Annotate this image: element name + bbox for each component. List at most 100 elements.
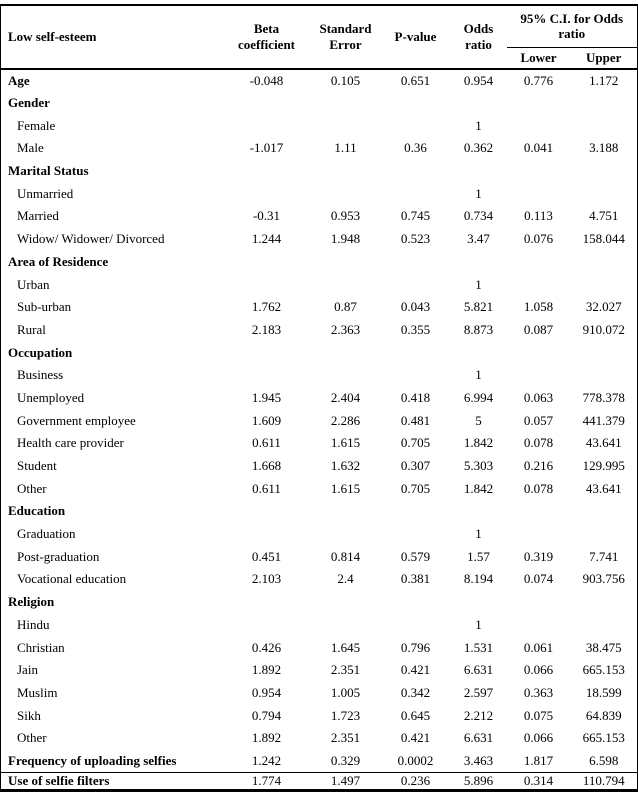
standard-error-cell: 1.497: [310, 771, 381, 791]
p-value-cell: 0.645: [400, 707, 431, 723]
ci-lower-cell: 0.076: [523, 231, 554, 247]
odds-ratio-cell: 3.47: [467, 231, 490, 247]
ci-lower-cell: 0.216: [523, 458, 554, 474]
ci-lower-cell: 0.113: [524, 208, 553, 224]
beta-coefficient-cell: -1.017: [249, 140, 284, 156]
table-row: Jain 1.892 2.351 0.421 6.631 0.066 665.153: [1, 659, 638, 682]
standard-error-cell: [311, 92, 381, 115]
ci-lower-cell: [507, 182, 571, 205]
row-label-cell: Urban: [17, 276, 50, 292]
odds-ratio-cell: 5: [475, 412, 482, 428]
p-value-cell: [381, 614, 451, 637]
table-row: Widow/ Widower/ Divorced 1.244 1.948 0.523 3…: [1, 228, 638, 251]
standard-error-cell: [311, 591, 381, 614]
standard-error-cell: 2.351: [330, 730, 361, 746]
ci-upper-cell: 778.378: [582, 389, 625, 405]
standard-error-cell: [311, 114, 381, 137]
odds-ratio-cell: 8.194: [463, 571, 494, 587]
ci-lower-cell: [507, 273, 571, 296]
column-header-beta-coefficient: Beta coefficient: [237, 21, 296, 52]
standard-error-cell: [311, 341, 381, 364]
standard-error-cell: 1.11: [334, 140, 357, 156]
row-label-cell: Muslim: [17, 684, 58, 700]
odds-ratio-cell: 2.597: [463, 684, 494, 700]
standard-error-cell: [311, 364, 381, 387]
table-row: Frequency of uploading selfies 1.242 0.329…: [1, 750, 638, 773]
ci-upper-cell: [571, 364, 638, 387]
standard-error-cell: 2.363: [330, 321, 361, 337]
table-row: Vocational education 2.103 2.4 0.381 8.194 0.…: [1, 568, 638, 591]
standard-error-cell: [311, 523, 381, 546]
p-value-cell: 0.0002: [397, 752, 434, 768]
table-row: Female 1: [1, 114, 638, 137]
row-label-cell: Other: [17, 480, 47, 496]
beta-coefficient-cell: 1.762: [251, 299, 282, 315]
row-label-cell: Vocational education: [17, 571, 127, 587]
beta-coefficient-cell: 0.611: [252, 435, 281, 451]
odds-ratio-cell: 5.821: [463, 299, 494, 315]
ci-lower-cell: [507, 523, 571, 546]
odds-ratio-cell: [451, 500, 507, 523]
odds-ratio-cell: 1: [475, 117, 482, 133]
row-label-cell: Unemployed: [17, 389, 85, 405]
table-row: Married -0.31 0.953 0.745 0.734 0.113 4.751: [1, 205, 638, 228]
row-label-cell: Post-graduation: [17, 548, 100, 564]
beta-coefficient-cell: 1.945: [251, 389, 282, 405]
ci-lower-cell: [507, 251, 571, 274]
odds-ratio-cell: [451, 251, 507, 274]
ci-lower-cell: 0.314: [506, 771, 571, 791]
table-row: Christian 0.426 1.645 0.796 1.531 0.061 38.475: [1, 636, 638, 659]
ci-upper-cell: [571, 160, 638, 183]
ci-upper-cell: [571, 251, 638, 274]
p-value-cell: 0.418: [400, 389, 431, 405]
row-label-cell: Age: [8, 72, 30, 88]
ci-lower-cell: 1.058: [523, 299, 554, 315]
ci-lower-cell: [507, 364, 571, 387]
header-row-main: Low self-esteem Beta coefficient Standar…: [1, 5, 638, 52]
ci-upper-cell: 441.379: [582, 412, 625, 428]
p-value-cell: 0.796: [400, 639, 431, 655]
odds-ratio-cell: 1.531: [463, 639, 494, 655]
p-value-cell: 0.705: [400, 435, 431, 451]
row-label-cell: Marital Status: [8, 163, 89, 179]
row-label-cell: Rural: [17, 321, 46, 337]
row-label-cell: Area of Residence: [8, 253, 109, 269]
table-row: Unemployed 1.945 2.404 0.418 6.994 0.063 778.3…: [1, 387, 638, 410]
ci-lower-cell: 0.063: [523, 389, 554, 405]
beta-coefficient-cell: 1.242: [251, 752, 282, 768]
row-label-cell: Unmarried: [17, 185, 74, 201]
table-row: Area of Residence: [1, 251, 638, 274]
p-value-cell: 0.579: [400, 548, 431, 564]
odds-ratio-cell: 6.631: [463, 662, 494, 678]
ci-lower-cell: 1.817: [523, 752, 554, 768]
ci-upper-cell: 32.027: [585, 299, 622, 315]
beta-coefficient-cell: 0.954: [251, 684, 282, 700]
table-row: Business 1: [1, 364, 638, 387]
p-value-cell: 0.236: [380, 771, 451, 791]
p-value-cell: 0.342: [400, 684, 431, 700]
beta-coefficient-cell: 0.451: [251, 548, 282, 564]
ci-upper-cell: 4.751: [589, 208, 619, 224]
table-row: Urban 1: [1, 273, 638, 296]
beta-coefficient-cell: [223, 114, 311, 137]
column-header-ci-odds-ratio: 95% C.I. for Odds ratio: [506, 5, 638, 48]
ci-upper-cell: 129.995: [582, 458, 625, 474]
column-header-odds-ratio: Odds ratio: [463, 21, 494, 52]
p-value-cell: 0.705: [400, 480, 431, 496]
logistic-regression-table: Low self-esteem Beta coefficient Standar…: [0, 4, 638, 792]
ci-lower-cell: 0.041: [523, 140, 554, 156]
ci-lower-cell: [507, 591, 571, 614]
ci-upper-cell: 7.741: [589, 548, 619, 564]
ci-upper-cell: 910.072: [582, 321, 625, 337]
p-value-cell: [381, 523, 451, 546]
beta-coefficient-cell: [223, 523, 311, 546]
beta-coefficient-cell: 0.426: [251, 639, 282, 655]
p-value-cell: [381, 160, 451, 183]
odds-ratio-cell: 5.896: [450, 771, 507, 791]
header-row-sub: Lower Upper: [1, 47, 638, 69]
row-label-cell: Occupation: [8, 344, 73, 360]
ci-lower-cell: [507, 160, 571, 183]
p-value-cell: [381, 273, 451, 296]
row-label-cell: Health care provider: [17, 435, 124, 451]
ci-lower-cell: 0.087: [523, 321, 554, 337]
